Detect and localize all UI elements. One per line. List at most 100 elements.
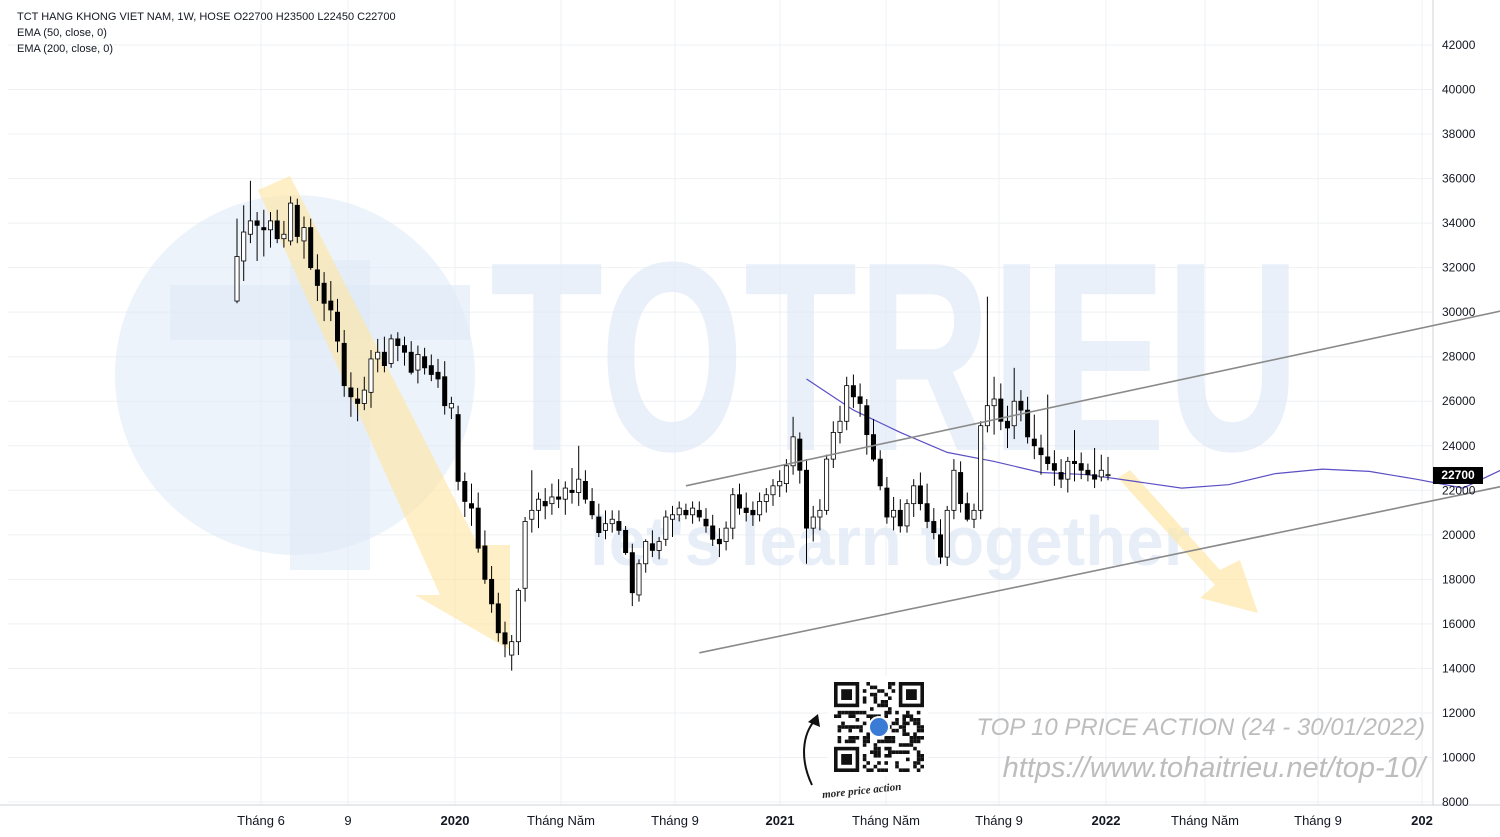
candle-body — [609, 518, 615, 525]
candle — [743, 492, 749, 522]
candle-body — [267, 220, 273, 231]
candle — [361, 376, 367, 411]
qr-module — [906, 743, 910, 747]
qr-module — [841, 725, 845, 729]
qr-module — [870, 714, 874, 718]
candle — [395, 332, 401, 362]
down-arrow-projection — [1118, 470, 1258, 613]
qr-module — [848, 714, 852, 718]
candle-body — [582, 480, 588, 500]
qr-module — [891, 739, 896, 744]
candle-body — [422, 356, 428, 369]
candle-body — [837, 420, 843, 433]
candle — [267, 211, 273, 248]
candle-body — [676, 507, 682, 516]
candle-body — [871, 434, 877, 460]
candle — [542, 488, 548, 520]
candle-body — [857, 396, 863, 404]
candle — [1085, 463, 1091, 482]
candle-body — [710, 525, 716, 540]
candle — [428, 354, 434, 382]
qr-module — [891, 689, 896, 693]
qr-module — [880, 689, 885, 693]
qr-module — [920, 736, 924, 740]
candle — [314, 254, 320, 302]
candle-body — [904, 503, 910, 527]
candle-body — [984, 405, 990, 427]
x-tick-label: Tháng 9 — [651, 813, 699, 828]
promo-url[interactable]: https://www.tohaitrieu.net/top-10/ — [1002, 752, 1425, 784]
candle — [234, 218, 240, 304]
candle-body — [576, 478, 582, 493]
candle — [415, 345, 421, 384]
candle — [696, 501, 702, 522]
candle-body — [462, 480, 468, 502]
watermark-brand-text: TOTRIEU — [490, 207, 1300, 508]
candle — [656, 537, 662, 560]
candle — [562, 481, 568, 515]
candle-body — [308, 227, 314, 269]
qr-module — [837, 736, 842, 740]
qr-module — [873, 754, 878, 758]
qr-module — [916, 768, 921, 772]
candle-body — [455, 414, 461, 482]
qr-module — [848, 725, 852, 729]
legend-symbol-line: TCT HANG KHONG VIET NAM, 1W, HOSE O22700… — [17, 11, 396, 23]
candle-body — [1105, 474, 1111, 477]
y-tick-label: 20000 — [1442, 528, 1476, 542]
qr-module — [852, 710, 856, 715]
candle-body — [991, 398, 997, 407]
qr-module — [852, 725, 856, 729]
candle — [931, 508, 937, 540]
candle-body — [401, 345, 407, 353]
qr-module — [895, 721, 899, 726]
qr-module — [888, 682, 892, 686]
candle-body — [1038, 447, 1044, 456]
x-axis: Tháng 6 9 2020 Tháng Năm Tháng 9 2021 Tháng Nă… — [237, 813, 1433, 828]
legend-ema200[interactable]: EMA (200, close, 0) — [17, 43, 113, 55]
candle-body — [542, 501, 548, 507]
qr-module — [895, 761, 899, 765]
qr-module — [916, 728, 921, 733]
candle-body — [442, 376, 448, 407]
candle — [375, 338, 381, 373]
qr-module — [888, 754, 892, 758]
candle — [904, 499, 910, 533]
candle — [1058, 459, 1064, 489]
candle — [824, 454, 830, 515]
qr-module — [895, 710, 899, 715]
candle — [1031, 414, 1037, 460]
candle-body — [368, 358, 374, 393]
legend-ema50[interactable]: EMA (50, close, 0) — [17, 27, 107, 39]
candle — [576, 445, 582, 506]
candle-body — [824, 458, 830, 511]
candle-body — [723, 527, 729, 542]
qr-module — [916, 725, 921, 729]
candle-body — [616, 521, 622, 531]
candle-body — [911, 485, 917, 505]
candle — [341, 329, 347, 397]
qr-module — [884, 754, 888, 758]
qr-module — [920, 764, 924, 769]
qr-module — [888, 736, 892, 740]
candle-body — [730, 494, 736, 529]
trendline — [685, 310, 1500, 487]
candle-body — [1072, 460, 1078, 464]
candle — [1051, 450, 1057, 486]
candle-body — [355, 398, 361, 404]
candle — [1065, 456, 1071, 493]
candle — [334, 298, 340, 353]
candle — [884, 476, 890, 524]
candle-body — [321, 282, 327, 304]
candle-body — [515, 590, 521, 643]
qr-module — [909, 714, 914, 718]
candle-body — [234, 256, 240, 302]
candle-body — [683, 509, 689, 516]
candle — [730, 488, 736, 540]
x-tick-label: 2020 — [441, 813, 470, 828]
candle-body — [690, 507, 696, 516]
candle — [536, 492, 542, 529]
candle — [857, 383, 863, 417]
candle — [716, 528, 722, 558]
